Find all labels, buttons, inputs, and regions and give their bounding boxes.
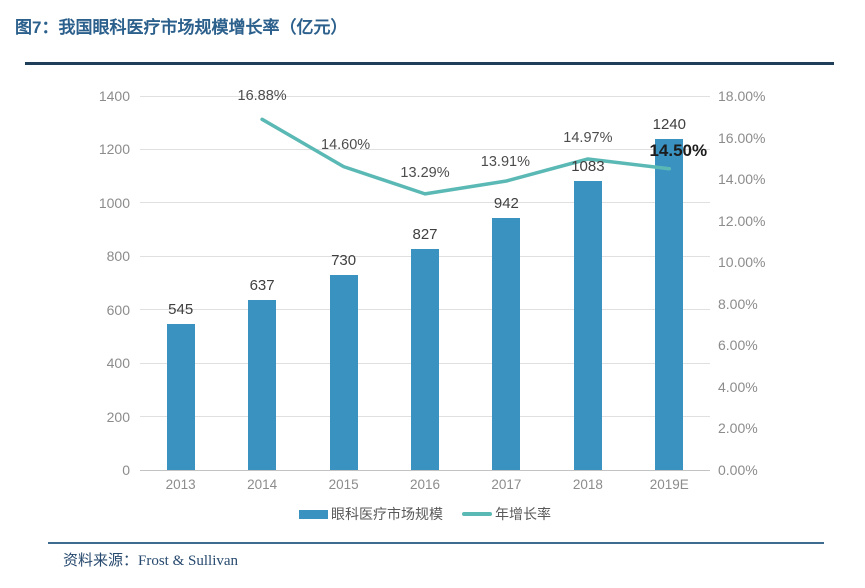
y-axis-right-tick: 10.00% (718, 254, 766, 271)
y-axis-left-tick: 600 (106, 301, 130, 318)
title-divider-rule (25, 62, 834, 65)
line-series-swatch (462, 512, 492, 516)
legend-item-growth-rate: 年增长率 (462, 504, 551, 524)
y-axis-left-tick: 1400 (98, 88, 130, 104)
x-axis-label-2014: 2014 (247, 477, 278, 492)
bar-2014 (248, 299, 277, 470)
growth-rate-label-2017: 13.91% (480, 154, 530, 170)
bar-value-2016: 827 (412, 226, 438, 244)
y-axis-left-tick: 1000 (98, 194, 130, 211)
figure-title: 图7：我国眼科医疗市场规模增长率（亿元） (15, 18, 348, 37)
gridline-1000 (140, 202, 710, 204)
legend-item-market-size: 眼科医疗市场规模 (299, 504, 443, 524)
y-axis-right-tick: 8.00% (718, 295, 758, 312)
growth-rate-label-2015: 14.60% (321, 136, 371, 153)
x-axis-label-2018: 2018 (572, 477, 603, 492)
bar-2017 (492, 218, 521, 470)
gridline-1200 (140, 148, 710, 150)
y-axis-right-tick: 18.00% (718, 88, 766, 104)
bar-series-swatch (299, 509, 328, 519)
growth-rate-label-2018: 14.97% (563, 130, 613, 146)
y-axis-right-tick: 14.00% (718, 171, 766, 188)
bar-value-2019E: 1240 (652, 115, 686, 133)
bar-value-2018: 1083 (571, 157, 605, 175)
y-axis-right-tick: 6.00% (718, 337, 758, 354)
growth-rate-label-2019E: 14.50% (649, 140, 708, 160)
gridline-0 (140, 469, 710, 471)
legend-label: 眼科医疗市场规模 (331, 506, 443, 522)
y-axis-right-tick: 12.00% (718, 212, 766, 229)
x-axis-label-2013: 2013 (165, 477, 196, 492)
bar-value-2014: 637 (249, 276, 275, 294)
y-axis-left-tick: 0 (122, 462, 130, 478)
bar-2018 (573, 180, 602, 470)
x-axis-label-2016: 2016 (409, 477, 441, 492)
x-axis-label-2015: 2015 (328, 477, 359, 492)
y-axis-right-tick: 0.00% (718, 462, 758, 478)
x-axis-label-2019E: 2019E (649, 477, 689, 492)
bar-2015 (329, 275, 358, 470)
gridline-1400 (140, 95, 710, 97)
source-divider-rule (48, 542, 824, 544)
y-axis-right-tick: 2.00% (718, 420, 758, 437)
y-axis-left-tick: 800 (106, 248, 130, 265)
bar-2019E (655, 138, 684, 470)
y-axis-left-tick: 1200 (98, 141, 130, 158)
bar-2016 (411, 249, 439, 470)
growth-rate-label-2014: 16.88% (237, 88, 287, 105)
y-axis-left-tick: 200 (106, 408, 130, 425)
bar-2013 (166, 324, 195, 470)
x-axis-label-2017: 2017 (491, 477, 522, 492)
chart-legend: 眼科医疗市场规模 年增长率 (140, 504, 710, 524)
legend-label: 年增长率 (495, 506, 551, 522)
y-axis-right-tick: 4.00% (718, 378, 758, 395)
growth-rate-label-2016: 13.29% (400, 164, 450, 181)
bar-value-2013: 545 (168, 301, 194, 319)
y-axis-right-tick: 16.00% (718, 129, 766, 146)
y-axis-left-tick: 400 (106, 355, 130, 372)
source-attribution: 资料来源：Frost & Sullivan (63, 553, 239, 569)
bar-value-2017: 942 (493, 195, 519, 213)
bar-value-2015: 730 (331, 252, 357, 269)
